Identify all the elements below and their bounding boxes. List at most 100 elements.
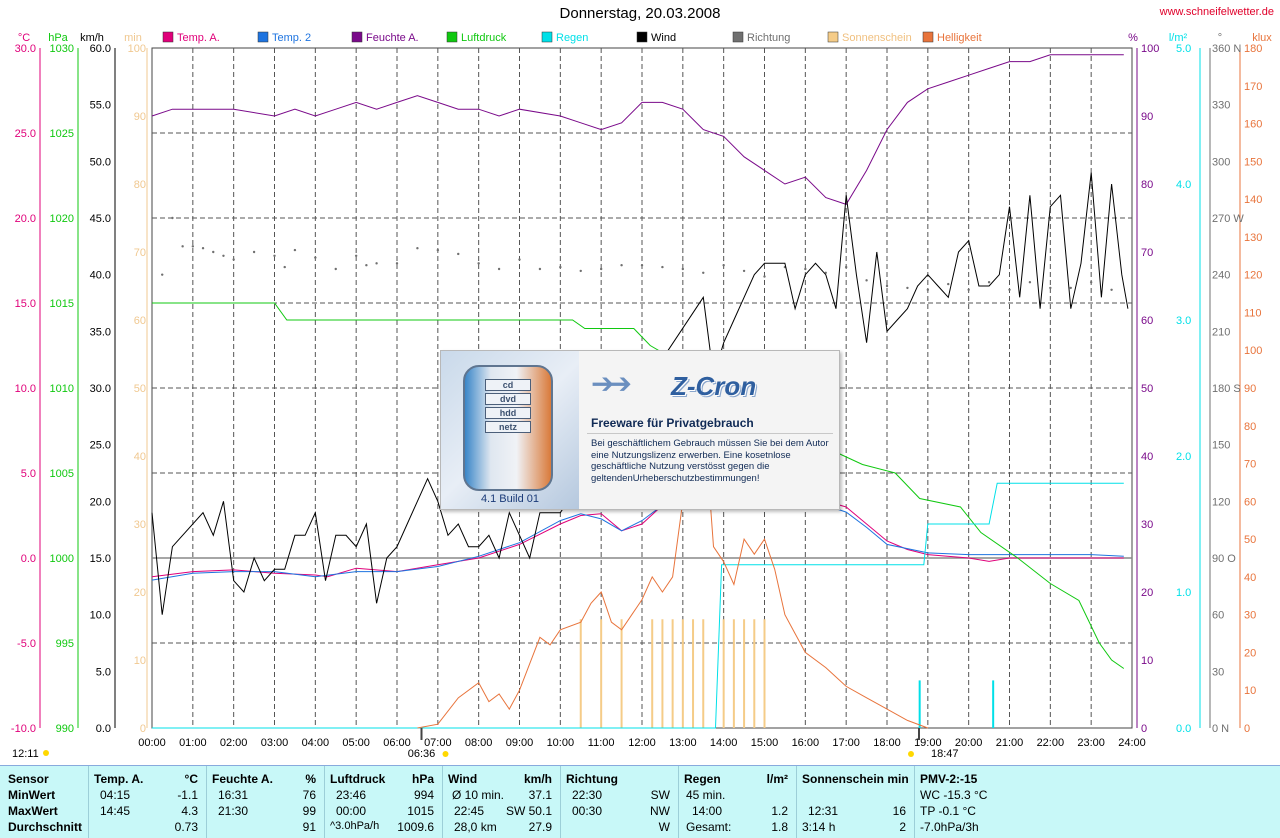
pmv-windchill: WC -15.3 °C (920, 788, 988, 802)
direction-dot (559, 265, 562, 269)
sun-icon (43, 750, 49, 756)
sun-icon (907, 751, 914, 757)
legend-swatch (541, 31, 553, 43)
rain-tick-label: 5.0 (1176, 43, 1191, 55)
wind-tick-label: 55.0 (90, 100, 111, 112)
wind-tick-label: 25.0 (90, 440, 111, 452)
popup-version: 4.1 Build 01 (480, 493, 540, 505)
direction-dot (742, 269, 746, 273)
brightness-tick-label: 180 (1244, 43, 1262, 55)
direction-tick-label: 90 O (1212, 553, 1236, 565)
wind-distance: 28,0 km (454, 820, 497, 834)
time-tick-label: 06:00 (383, 737, 411, 749)
time-tick-label: 03:00 (261, 737, 289, 749)
brightness-tick-label: 70 (1244, 459, 1256, 471)
humidity-tick-label: 90 (1141, 111, 1153, 123)
direction-dot (722, 264, 725, 267)
direction-dot (1069, 286, 1072, 290)
time-tick-label: 16:00 (792, 737, 820, 749)
brightness-tick-label: 80 (1244, 421, 1256, 433)
direction-dot (252, 250, 256, 254)
rain-tick-label: 1.0 (1176, 587, 1191, 599)
brightness-tick-label: 90 (1244, 383, 1256, 395)
stats-divider (442, 766, 443, 838)
pressure-tick-label: 1000 (50, 553, 74, 565)
time-tick-label: 14:00 (710, 737, 738, 749)
wind-header: Wind (448, 772, 478, 786)
sunshine-tick-label: 90 (134, 111, 146, 123)
temp-min: -1.1 (177, 788, 198, 802)
legend-swatch (636, 31, 648, 43)
regen-header: Regen (684, 772, 721, 786)
direction-tick-label: 30 (1212, 666, 1224, 678)
sunshine-tick-label: 70 (134, 247, 146, 259)
direction-dot (1089, 281, 1093, 284)
humidity-tick-label: 0 (1141, 723, 1147, 735)
rain-tick-label: 4.0 (1176, 179, 1191, 191)
pmv-header: PMV-2:-15 (920, 772, 978, 786)
richtung-min-time: 22:30 (572, 788, 603, 802)
pmv-dewpoint: TP -0.1 °C (920, 804, 976, 818)
stats-divider (914, 766, 915, 838)
direction-dot (375, 262, 378, 265)
luftdruck-min: 994 (413, 788, 434, 802)
direction-dot (967, 288, 970, 291)
device-label-dvd: dvd (485, 393, 531, 405)
time-tick-label: 01:00 (179, 737, 207, 749)
luftdruck-header: Luftdruck (330, 772, 386, 786)
legend-swatch (922, 31, 934, 43)
time-tick-label: 07:00 (424, 737, 452, 749)
direction-dot (457, 252, 460, 256)
stats-divider (324, 766, 325, 838)
sunshine-tick-label: 20 (134, 587, 146, 599)
direction-dot (518, 258, 521, 261)
wind-tick-label: 10.0 (90, 610, 111, 622)
wind-tick-label: 15.0 (90, 553, 111, 565)
direction-dot (1110, 288, 1113, 291)
humidity-tick-label: 70 (1141, 247, 1153, 259)
wind-axis-unit: km/h (80, 32, 104, 44)
stats-table: Sensor MinWert MaxWert Durchschnitt Temp… (0, 765, 1280, 838)
luftdruck-avg: 1009.6 (397, 820, 434, 834)
time-tick-label: 05:00 (342, 737, 370, 749)
luftdruck-max: 1015 (407, 804, 434, 818)
pressure-tick-label: 1015 (50, 298, 74, 310)
row-label-max: MaxWert (8, 804, 58, 818)
sensor-header: Sensor (8, 772, 49, 786)
time-tick-label: 19:00 (914, 737, 942, 749)
temp-tick-label: 5.0 (21, 468, 36, 480)
pressure-tick-label: 1020 (50, 213, 74, 225)
legend-label: Regen (556, 32, 588, 44)
zcron-popup[interactable]: cd dvd hdd netz 4.1 Build 01 ➔➔ Z-Cron F… (440, 350, 840, 510)
sonne-max: 16 (892, 804, 906, 818)
sunshine-tick-label: 10 (134, 655, 146, 667)
direction-tick-label: 330 (1212, 100, 1230, 112)
direction-dot (497, 267, 501, 271)
legend-swatch (257, 31, 269, 43)
richtung-max-time: 00:30 (572, 804, 603, 818)
pressure-tick-label: 1030 (50, 43, 74, 55)
feuchte-max-time: 21:30 (218, 804, 249, 818)
direction-dot (477, 262, 480, 265)
wind-tick-label: 35.0 (90, 326, 111, 338)
direction-dot (620, 264, 623, 267)
rain-tick-label: 3.0 (1176, 315, 1191, 327)
direction-dot (906, 286, 909, 290)
popup-heading: Freeware für Privatgebrauch (591, 416, 754, 430)
legend-swatch (446, 31, 458, 43)
time-tick-label: 08:00 (465, 737, 493, 749)
rain-line (152, 482, 1124, 729)
rain-axis-unit: l/m² (1169, 32, 1188, 44)
pressure-tick-label: 1025 (50, 128, 74, 140)
website-link[interactable]: www.schneifelwetter.de (1159, 6, 1274, 18)
regen-max: 1.2 (771, 804, 788, 818)
luftdruck-unit: hPa (411, 772, 434, 786)
direction-dot (947, 282, 950, 286)
luftdruck-min-time: 23:46 (336, 788, 367, 802)
sunshine-tick-label: 80 (134, 179, 146, 191)
device-label-hdd: hdd (485, 407, 531, 419)
arrow-icon: ➔➔ (591, 368, 632, 399)
direction-dot (354, 254, 358, 257)
temp-2-line (151, 489, 1124, 581)
direction-tick-label: 150 (1212, 440, 1230, 452)
